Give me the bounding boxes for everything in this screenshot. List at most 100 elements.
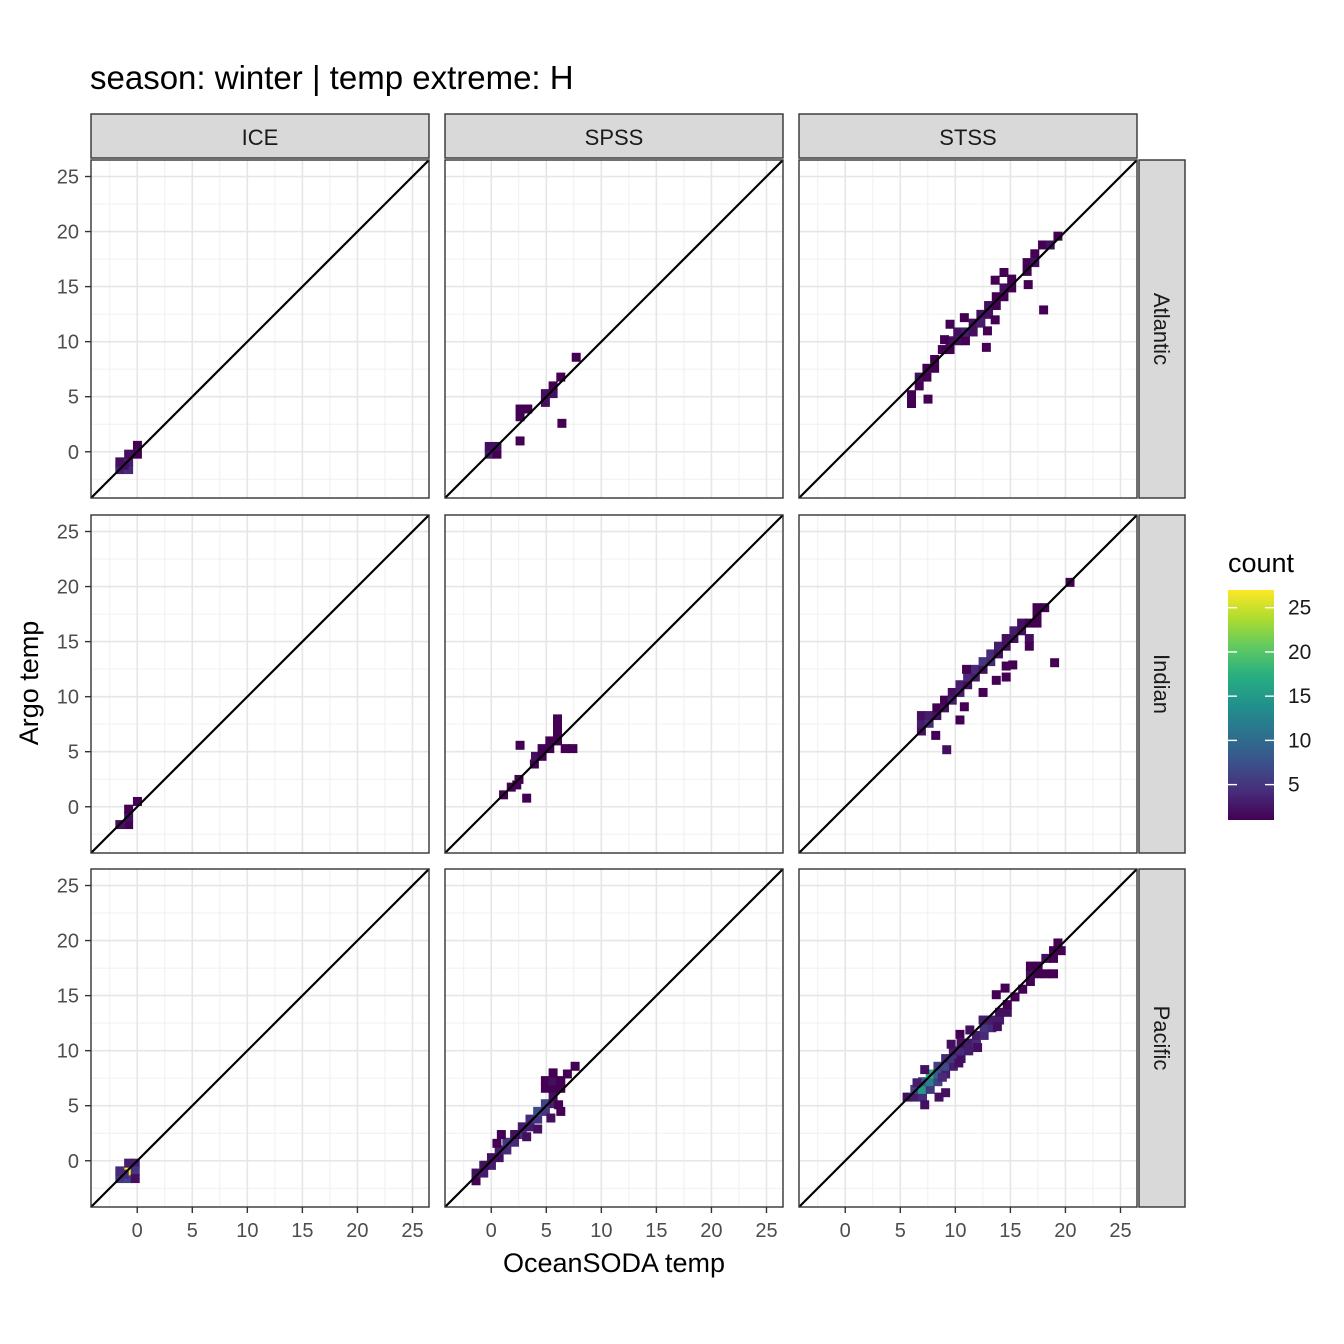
heatmap-cell	[515, 436, 525, 446]
heatmap-cell	[991, 301, 1001, 311]
panel-stss-pacific	[798, 868, 1138, 1208]
heatmap-cell	[548, 1076, 558, 1086]
x-tick-label: 20	[700, 1220, 722, 1242]
heatmap-cell	[1033, 961, 1043, 971]
heatmap-cell	[568, 744, 578, 754]
heatmap-cell	[970, 664, 980, 674]
heatmap-cell	[471, 1168, 481, 1178]
heatmap-cell	[548, 381, 558, 391]
heatmap-cell	[973, 1043, 983, 1053]
heatmap-cell	[984, 301, 994, 311]
heatmap-cell	[918, 1077, 928, 1087]
heatmap-cell	[999, 283, 1009, 293]
heatmap-cell	[510, 1137, 520, 1147]
heatmap-cell	[545, 736, 555, 746]
y-tick-label: 20	[57, 577, 79, 599]
heatmap-cell	[515, 412, 525, 422]
heatmap-cell	[1002, 1000, 1012, 1010]
heatmap-cell	[1018, 984, 1028, 994]
heatmap-cell	[964, 1038, 974, 1048]
heatmap-cell	[560, 744, 570, 754]
heatmap-cell	[512, 780, 522, 790]
legend: count 5 10 15 20 25	[1228, 548, 1311, 820]
heatmap-cell	[1053, 938, 1063, 948]
y-tick-label: 25	[57, 167, 79, 189]
heatmap-cell	[1049, 969, 1059, 979]
x-tick-label: 5	[895, 1220, 906, 1242]
heatmap-cell	[930, 363, 940, 373]
heatmap-cell	[1041, 953, 1051, 963]
heatmap-cell	[1033, 969, 1043, 979]
heatmap-cell	[1024, 641, 1034, 651]
heatmap-cell	[991, 292, 1001, 302]
panel-stss-atlantic	[798, 159, 1138, 499]
heatmap-cell	[502, 1145, 512, 1155]
panel-border	[798, 868, 1138, 1208]
heatmap-cell	[910, 1092, 920, 1102]
y-tick-label: 20	[57, 222, 79, 244]
heatmap-cell	[1007, 283, 1017, 293]
heatmap-cell	[515, 404, 525, 414]
heatmap-cell	[480, 1160, 490, 1170]
heatmap-cell	[511, 1130, 521, 1140]
row-strip-atlantic: Atlantic	[1138, 159, 1186, 499]
heatmap-cell	[937, 345, 947, 355]
heatmap-cell	[993, 641, 1003, 651]
col-strip-ice: ICE	[90, 113, 430, 159]
heatmap-cell	[907, 390, 916, 400]
heatmap-cell	[1025, 969, 1035, 979]
heatmap-cell	[945, 319, 955, 329]
heatmap-cell	[130, 1174, 140, 1184]
panel-spss-pacific	[444, 868, 784, 1208]
heatmap-cell	[946, 1039, 956, 1049]
heatmap-cell	[914, 381, 924, 391]
heatmap-cell	[1007, 274, 1017, 284]
heatmap-cell	[124, 449, 134, 459]
heatmap-cell	[1032, 603, 1042, 613]
identity-line	[90, 159, 430, 499]
heatmap-cell	[963, 672, 973, 682]
heatmap-cell	[931, 730, 941, 740]
panel-border	[90, 868, 430, 1208]
heatmap-cell	[954, 1058, 964, 1068]
heatmap-cell	[1025, 961, 1035, 971]
y-axis-label: Argo temp	[14, 621, 44, 746]
heatmap-cell	[533, 1106, 543, 1116]
x-tick-label: 0	[486, 1220, 497, 1242]
heatmap-cell	[948, 1061, 958, 1071]
heatmap-cell	[918, 1084, 928, 1094]
heatmap-cell	[948, 1054, 958, 1064]
heatmap-cell	[1049, 946, 1059, 956]
heatmap-cell	[955, 680, 965, 690]
identity-line	[798, 868, 1138, 1208]
x-tick-label: 10	[590, 1220, 612, 1242]
heatmap-cell	[553, 720, 562, 730]
heatmap-cell	[525, 1114, 535, 1124]
heatmap-cell	[959, 702, 969, 712]
panel-border	[444, 868, 784, 1208]
heatmap-cell	[999, 268, 1009, 277]
heatmap-cell	[941, 1054, 951, 1064]
panel-spss-indian	[444, 514, 784, 854]
heatmap-cell	[1039, 305, 1049, 315]
heatmap-cell	[540, 397, 550, 407]
heatmap-cell	[486, 1160, 496, 1170]
x-tick-label: 25	[401, 1220, 423, 1242]
panel-border	[444, 159, 784, 499]
heatmap-cell	[934, 1092, 944, 1102]
legend-tick-label: 10	[1288, 729, 1311, 752]
x-tick-label: 15	[291, 1220, 313, 1242]
heatmap-cell	[540, 1083, 550, 1093]
x-axis-label: OceanSODA temp	[503, 1248, 725, 1278]
panel-ice-pacific	[90, 868, 430, 1208]
heatmap-cell	[537, 744, 547, 754]
y-tick-label: 15	[57, 986, 79, 1008]
panel-border	[90, 514, 430, 854]
heatmap-cell	[937, 1072, 947, 1082]
y-tick-label: 25	[57, 522, 79, 544]
heatmap-cell	[979, 1030, 989, 1040]
y-tick-label: 20	[57, 931, 79, 953]
heatmap-cell	[968, 327, 978, 337]
y-tick-label: 15	[57, 277, 79, 299]
heatmap-cell	[530, 751, 540, 761]
